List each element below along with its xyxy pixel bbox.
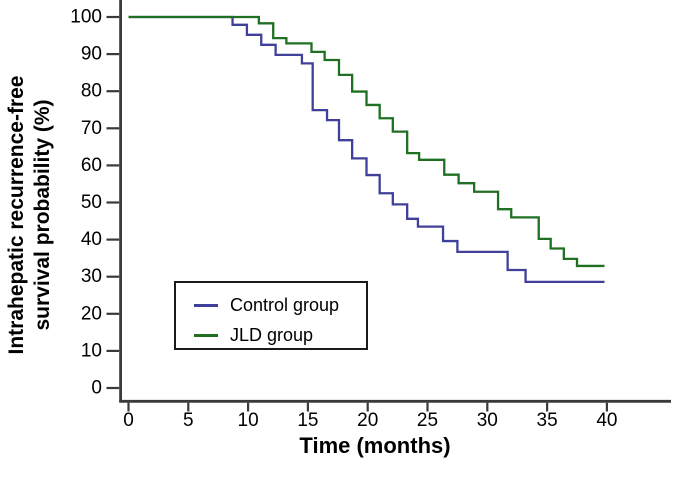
legend-box: Control group JLD group <box>174 281 368 350</box>
y-tick-label: 10 <box>81 340 102 361</box>
x-tick-label: 0 <box>123 410 134 431</box>
y-tick-label: 40 <box>81 229 102 250</box>
x-tick-label: 10 <box>238 410 259 431</box>
y-tick-label: 30 <box>81 266 102 287</box>
legend-label-control: Control group <box>230 295 340 315</box>
control-line-swatch <box>194 304 218 307</box>
y-tick-label: 90 <box>81 44 102 65</box>
x-tick-label: 15 <box>297 410 318 431</box>
x-tick-label: 30 <box>477 410 498 431</box>
y-tick-label: 60 <box>81 155 102 176</box>
x-axis-label: Time (months) <box>299 433 451 458</box>
y-tick-label: 70 <box>81 118 102 139</box>
y-tick-label: 0 <box>91 378 102 399</box>
y-tick-label: 20 <box>81 303 102 324</box>
y-axis-label: Intrahepatic recurrence-free survival pr… <box>4 5 56 425</box>
legend-item-jld: JLD group <box>194 323 366 348</box>
survival-curve-control <box>128 15 605 284</box>
y-tick-label: 50 <box>81 192 102 213</box>
legend-item-control: Control group <box>194 293 366 318</box>
y-tick-label: 80 <box>81 81 102 102</box>
y-tick-label: 100 <box>70 7 102 28</box>
x-tick-label: 35 <box>537 410 558 431</box>
survival-curve-jld <box>128 15 605 268</box>
jld-line-swatch <box>194 334 218 337</box>
x-tick-label: 25 <box>417 410 438 431</box>
x-tick-label: 40 <box>596 410 617 431</box>
legend-label-jld: JLD group <box>230 325 314 345</box>
y-axis-label-line2: survival probability (%) <box>31 99 54 331</box>
x-tick-label: 20 <box>357 410 378 431</box>
x-tick-label: 5 <box>183 410 194 431</box>
y-axis-label-line1: Intrahepatic recurrence-free <box>5 75 28 355</box>
